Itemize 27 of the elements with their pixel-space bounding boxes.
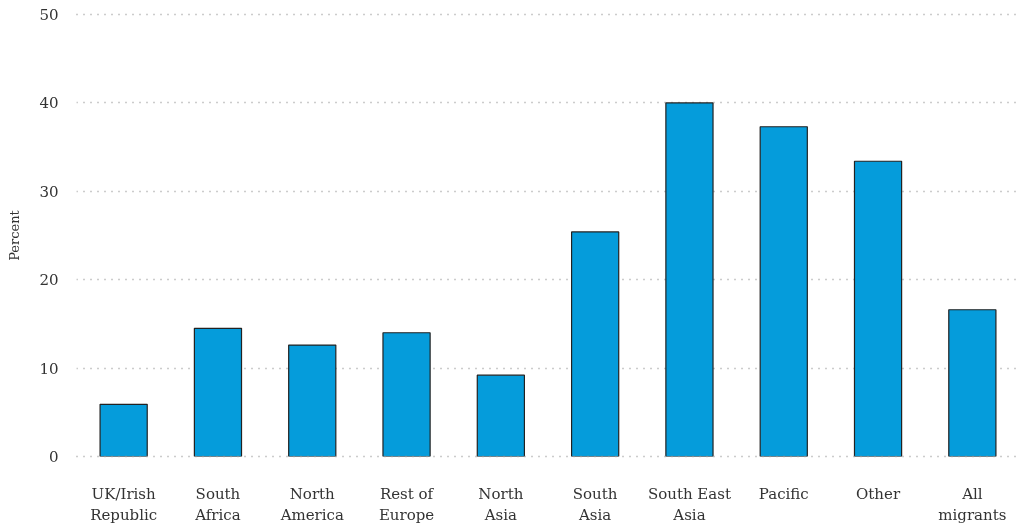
bar: [476, 374, 526, 457]
x-tick-label: Rest of Europe: [378, 484, 435, 525]
y-tick-label: 10: [39, 359, 59, 378]
bar: [853, 160, 903, 457]
y-tick-label: 20: [39, 271, 59, 290]
x-tick-label: South Africa: [194, 484, 241, 525]
x-tick-label: UK/Irish Republic: [90, 484, 158, 525]
bar: [193, 327, 243, 457]
y-tick-label: 0: [48, 448, 59, 466]
y-axis-title: Percent: [7, 209, 23, 261]
y-tick-label: 50: [39, 6, 59, 24]
x-tick-label: North America: [279, 484, 344, 525]
y-tick-label: 40: [39, 94, 59, 113]
x-tick-label: Other: [856, 484, 901, 503]
x-tick-label: North Asia: [478, 484, 524, 525]
bar: [570, 231, 620, 457]
bar: [288, 344, 337, 457]
bar: [665, 102, 714, 457]
bar: [759, 126, 808, 457]
x-tick-label: South East Asia: [647, 484, 731, 525]
bar: [99, 403, 148, 457]
x-tick-label: South Asia: [572, 484, 618, 525]
bar: [948, 309, 997, 457]
x-tick-label: Pacific: [758, 484, 809, 503]
y-tick-label: 30: [39, 182, 59, 201]
bar: [382, 332, 431, 457]
x-tick-label: All migrants: [938, 484, 1007, 525]
